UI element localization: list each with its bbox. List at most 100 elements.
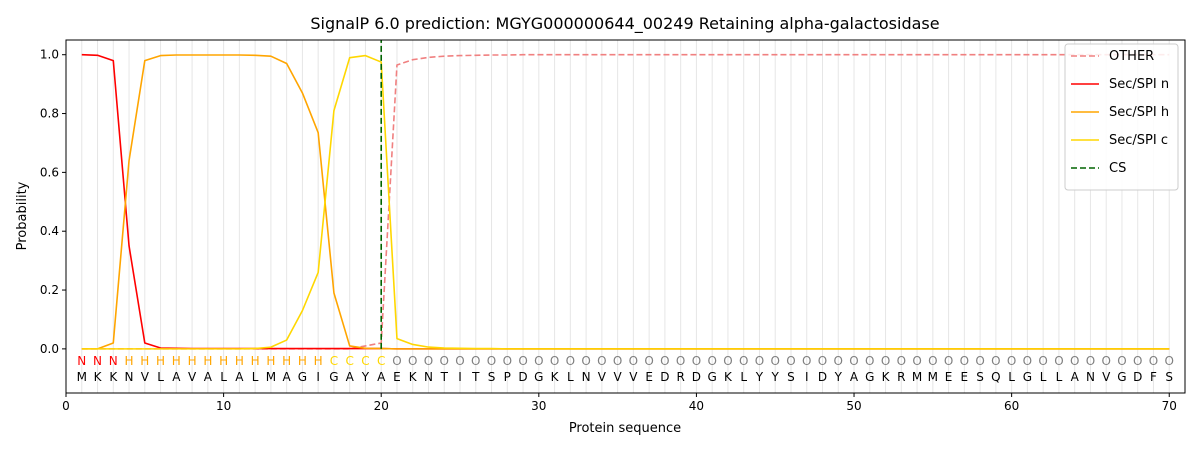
residue-label: H — [266, 354, 275, 368]
y-axis-label: Probability — [15, 181, 30, 250]
residue-label: O — [1165, 354, 1174, 368]
residue-letter: F — [1150, 370, 1157, 384]
legend-label: Sec/SPI c — [1109, 133, 1168, 148]
legend: OTHER Sec/SPI n Sec/SPI h Sec/SPI c CS — [1064, 43, 1179, 191]
residue-label: H — [188, 354, 197, 368]
residue-label: O — [676, 354, 685, 368]
residue-label: O — [818, 354, 827, 368]
residue-label: O — [503, 354, 512, 368]
x-tick-label: 10 — [216, 399, 231, 413]
residue-letter: R — [676, 370, 684, 384]
residue-letter: A — [1071, 370, 1080, 384]
residue-label: O — [928, 354, 937, 368]
residue-letter: V — [141, 370, 150, 384]
residue-label: H — [298, 354, 307, 368]
residue-letter: S — [488, 370, 496, 384]
residue-letter: A — [204, 370, 213, 384]
residue-letter: G — [865, 370, 874, 384]
residue-label: O — [471, 354, 480, 368]
residue-label: O — [944, 354, 953, 368]
residue-letter: G — [708, 370, 717, 384]
residue-letter: I — [805, 370, 809, 384]
residue-letter: L — [740, 370, 747, 384]
residue-letter: N — [125, 370, 134, 384]
residue-label: O — [1007, 354, 1016, 368]
residue-label: O — [644, 354, 653, 368]
residue-label: O — [1133, 354, 1142, 368]
residue-label: H — [203, 354, 212, 368]
y-tick-label: 1.0 — [40, 48, 59, 62]
residue-label: O — [786, 354, 795, 368]
residue-letter: R — [897, 370, 905, 384]
residue-letter: M — [912, 370, 922, 384]
residue-label: H — [282, 354, 291, 368]
y-tick-label: 0.4 — [40, 224, 59, 238]
residue-label: O — [770, 354, 779, 368]
residue-letter: A — [346, 370, 355, 384]
x-tick-label: 60 — [1004, 399, 1019, 413]
residue-label: O — [455, 354, 464, 368]
residue-label: N — [109, 354, 118, 368]
residue-letter: L — [1008, 370, 1015, 384]
residue-letter: S — [976, 370, 984, 384]
residue-letter: N — [582, 370, 591, 384]
residue-letter: D — [660, 370, 669, 384]
residue-label: C — [377, 354, 385, 368]
residue-label: C — [361, 354, 369, 368]
residue-letter: K — [409, 370, 418, 384]
residue-letter: Q — [991, 370, 1000, 384]
residue-label: O — [1054, 354, 1063, 368]
residue-letter: Y — [755, 370, 764, 384]
residue-label: O — [566, 354, 575, 368]
series-layer — [81, 40, 1170, 350]
residue-letter: S — [787, 370, 795, 384]
x-axis-label: Protein sequence — [569, 421, 681, 436]
residue-label: O — [707, 354, 716, 368]
residue-label: O — [550, 354, 559, 368]
x-tick-label: 70 — [1162, 399, 1177, 413]
residue-label: O — [1038, 354, 1047, 368]
residue-letter: V — [1102, 370, 1111, 384]
residue-letter: E — [961, 370, 969, 384]
residue-letter: Y — [361, 370, 370, 384]
residue-letter: G — [534, 370, 543, 384]
residue-letter: K — [724, 370, 733, 384]
residue-label: O — [865, 354, 874, 368]
residue-letter: P — [504, 370, 511, 384]
residue-letter: E — [945, 370, 953, 384]
grid-layer — [81, 40, 1170, 393]
y-tick-label: 0.2 — [40, 283, 59, 297]
x-tick-label: 20 — [374, 399, 389, 413]
legend-label: Sec/SPI n — [1109, 77, 1169, 92]
residue-letter: G — [1117, 370, 1126, 384]
residue-letter: N — [1086, 370, 1095, 384]
residue-letter: D — [818, 370, 827, 384]
residue-label: O — [1023, 354, 1032, 368]
residue-letter: K — [551, 370, 560, 384]
residue-letter: A — [283, 370, 292, 384]
residue-label: O — [1149, 354, 1158, 368]
residue-label: O — [1101, 354, 1110, 368]
residue-label: H — [125, 354, 134, 368]
legend-box — [1064, 43, 1179, 191]
legend-label: OTHER — [1109, 49, 1154, 64]
y-tick-label: 0.0 — [40, 342, 59, 356]
residue-label: H — [156, 354, 165, 368]
series-line-sec-spi-n — [81, 53, 1170, 350]
x-tick-label: 50 — [846, 399, 861, 413]
residue-label: H — [219, 354, 228, 368]
residue-letter: A — [850, 370, 859, 384]
residue-label: O — [408, 354, 417, 368]
residue-label: O — [1117, 354, 1126, 368]
legend-label: Sec/SPI h — [1109, 105, 1169, 120]
residue-label: O — [723, 354, 732, 368]
residue-letter: D — [692, 370, 701, 384]
residue-label: O — [960, 354, 969, 368]
residue-label: O — [897, 354, 906, 368]
residue-label: O — [1086, 354, 1095, 368]
residue-label: O — [518, 354, 527, 368]
residue-letter: S — [1165, 370, 1173, 384]
residue-letter: K — [882, 370, 891, 384]
